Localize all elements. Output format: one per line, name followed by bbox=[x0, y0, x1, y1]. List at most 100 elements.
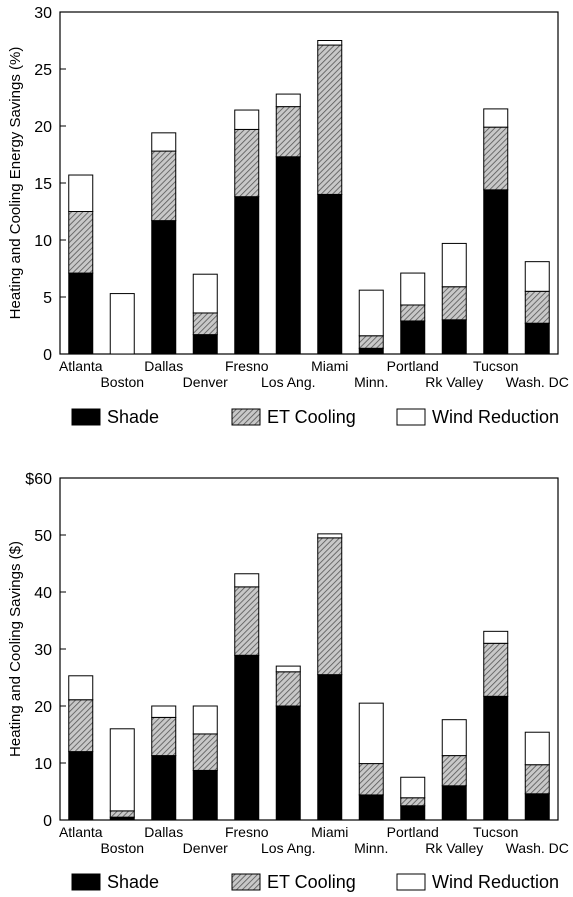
chart1-bar-shade bbox=[275, 156, 301, 355]
chart1-bar-et-cooling bbox=[441, 286, 467, 321]
chart1-category-label: Los Ang. bbox=[261, 374, 316, 390]
chart1-category-label: Denver bbox=[183, 374, 228, 390]
chart1-y-tick-label: 5 bbox=[43, 290, 52, 307]
chart2-category-label: Boston bbox=[100, 840, 144, 856]
chart1-bar-shade bbox=[358, 347, 384, 355]
chart2-bar-et-cooling bbox=[68, 699, 94, 753]
chart1-category-label: Wash. DC bbox=[506, 374, 569, 390]
chart1-bar-wind bbox=[483, 108, 509, 128]
chart2-legend-swatch-shade bbox=[71, 873, 101, 891]
chart2-category-label: Portland bbox=[387, 824, 439, 840]
chart1-bar-wind bbox=[400, 272, 426, 306]
chart2-bar-wind bbox=[68, 675, 94, 701]
chart1-legend-swatch-et-cooling bbox=[231, 408, 261, 426]
chart1-bar-wind bbox=[192, 273, 218, 314]
chart2-bar-et-cooling bbox=[234, 586, 260, 656]
chart1-y-tick-label: 30 bbox=[34, 5, 52, 22]
chart2-y-tick-label: $60 bbox=[25, 471, 52, 488]
chart2-bar-shade bbox=[317, 674, 343, 821]
chart1-y-axis-label: Heating and Cooling Energy Savings (%) bbox=[7, 47, 24, 320]
chart2-bar-et-cooling bbox=[524, 764, 550, 795]
chart2-bar-wind bbox=[483, 630, 509, 644]
chart1-y-tick-label: 0 bbox=[43, 347, 52, 364]
chart2-y-tick-label: 40 bbox=[34, 585, 52, 602]
chart2-category-label: Fresno bbox=[225, 824, 269, 840]
chart1-bar-wind bbox=[275, 93, 301, 108]
chart2-legend-swatch-wind bbox=[396, 873, 426, 891]
chart2-bar-et-cooling bbox=[441, 755, 467, 787]
chart2-bar-wind bbox=[192, 705, 218, 735]
chart2-bar-wind bbox=[275, 665, 301, 673]
chart1-category-label: Fresno bbox=[225, 358, 269, 374]
chart2-category-label: Atlanta bbox=[59, 824, 103, 840]
chart2-legend-swatch-et-cooling bbox=[231, 873, 261, 891]
chart1-bar-shade bbox=[400, 320, 426, 355]
chart2-category-label: Dallas bbox=[144, 824, 183, 840]
chart1-bar-et-cooling bbox=[317, 44, 343, 195]
chart2-category-label: Minn. bbox=[354, 840, 388, 856]
chart2-bar-wind bbox=[234, 573, 260, 588]
chart2-bar-shade bbox=[234, 654, 260, 821]
chart2-legend-label: Shade bbox=[107, 872, 159, 892]
chart1-bar-wind bbox=[109, 293, 135, 355]
chart2-category-label: Denver bbox=[183, 840, 228, 856]
chart2-y-axis-label: Heating and Cooling Savings ($) bbox=[7, 541, 24, 757]
chart2-bar-et-cooling bbox=[400, 797, 426, 807]
chart1-legend-swatch-wind bbox=[396, 408, 426, 426]
chart1-category-label: Rk Valley bbox=[425, 374, 483, 390]
chart2-bar-shade bbox=[441, 785, 467, 821]
chart2-bar-shade bbox=[358, 794, 384, 821]
chart2-bar-shade bbox=[68, 751, 94, 821]
chart1-bar-shade bbox=[192, 334, 218, 355]
chart2-legend-label: ET Cooling bbox=[267, 872, 356, 892]
chart2-bar-et-cooling bbox=[275, 671, 301, 707]
chart2-bar-wind bbox=[358, 702, 384, 765]
chart2-y-tick-label: 10 bbox=[34, 756, 52, 773]
chart1-category-label: Atlanta bbox=[59, 358, 103, 374]
chart2-bar-wind bbox=[400, 776, 426, 799]
chart1-bar-et-cooling bbox=[234, 128, 260, 198]
chart2-bar-wind bbox=[441, 719, 467, 757]
chart1-bar-shade bbox=[317, 193, 343, 355]
chart1-bar-wind bbox=[234, 109, 260, 130]
chart2-category-label: Tucson bbox=[473, 824, 518, 840]
chart1-bar-shade bbox=[483, 189, 509, 355]
chart2-bar-wind bbox=[151, 705, 177, 718]
chart2-y-tick-label: 30 bbox=[34, 642, 52, 659]
chart2-y-tick-label: 0 bbox=[43, 813, 52, 830]
chart1-bar-wind bbox=[68, 174, 94, 213]
chart1-bar-wind bbox=[524, 261, 550, 292]
chart1-bar-shade bbox=[151, 220, 177, 355]
chart2-y-tick-label: 20 bbox=[34, 699, 52, 716]
chart1-category-label: Portland bbox=[387, 358, 439, 374]
chart2-bar-shade bbox=[400, 805, 426, 821]
chart1-y-tick-label: 15 bbox=[34, 176, 52, 193]
chart1-bar-et-cooling bbox=[275, 106, 301, 158]
chart2-bar-shade bbox=[524, 793, 550, 821]
chart1-bar-wind bbox=[358, 289, 384, 337]
chart2-category-label: Los Ang. bbox=[261, 840, 316, 856]
chart2-category-label: Rk Valley bbox=[425, 840, 483, 856]
chart1-bar-et-cooling bbox=[192, 312, 218, 336]
chart1-bar-et-cooling bbox=[400, 304, 426, 322]
chart2-bar-shade bbox=[151, 755, 177, 821]
chart2-bar-wind bbox=[524, 731, 550, 766]
chart2-y-tick-label: 50 bbox=[34, 528, 52, 545]
chart2-category-label: Miami bbox=[311, 824, 348, 840]
chart1-legend-swatch-shade bbox=[71, 408, 101, 426]
chart1-category-label: Boston bbox=[100, 374, 144, 390]
chart1-category-label: Dallas bbox=[144, 358, 183, 374]
chart2-bar-et-cooling bbox=[109, 810, 135, 818]
chart1-bar-et-cooling bbox=[358, 335, 384, 349]
chart2-bar-et-cooling bbox=[317, 537, 343, 676]
chart2-category-label: Wash. DC bbox=[506, 840, 569, 856]
chart1-legend-label: ET Cooling bbox=[267, 407, 356, 427]
chart1-legend-label: Wind Reduction bbox=[432, 407, 559, 427]
chart2-bar-shade bbox=[483, 695, 509, 821]
chart1-category-label: Tucson bbox=[473, 358, 518, 374]
chart1-legend-label: Shade bbox=[107, 407, 159, 427]
chart1-y-tick-label: 25 bbox=[34, 62, 52, 79]
chart2-bar-wind bbox=[317, 533, 343, 539]
chart1-y-tick-label: 10 bbox=[34, 233, 52, 250]
chart1-bar-wind bbox=[151, 132, 177, 152]
